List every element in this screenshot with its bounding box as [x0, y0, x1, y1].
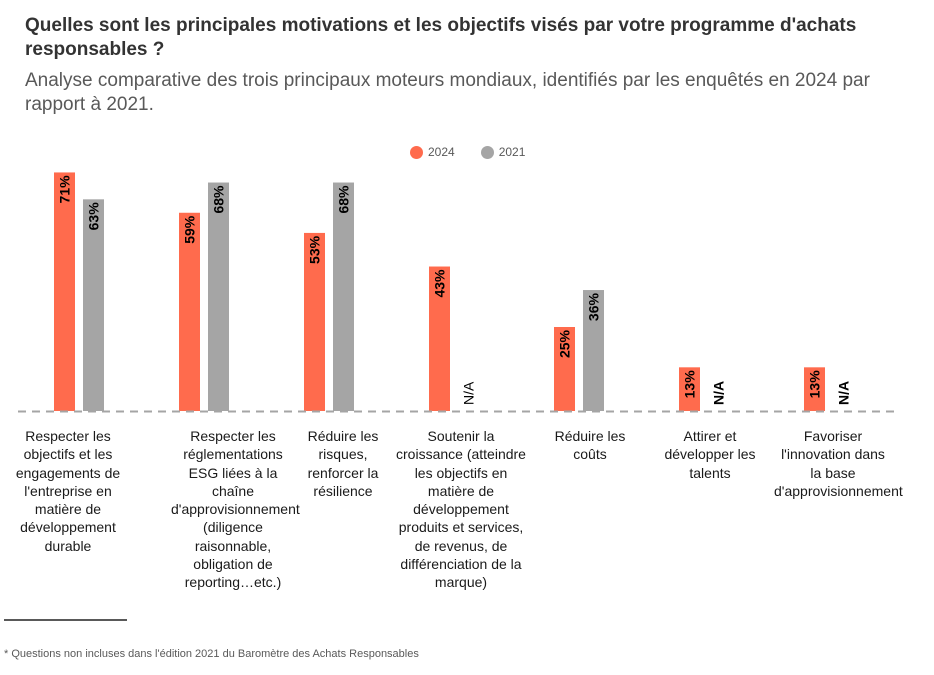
- bar-2024: [804, 367, 825, 411]
- category-label: Réduire les coûts: [554, 428, 626, 463]
- bar-2021: [583, 290, 604, 411]
- category-label: Attirer et développer les talents: [664, 428, 756, 481]
- category-label: Respecter les réglementations ESG liées …: [171, 428, 300, 591]
- chart-title: Quelles sont les principales motivations…: [25, 15, 857, 60]
- bar-2024: [304, 232, 325, 411]
- category-label: Favoriser l'innovation dans la base d'ap…: [774, 428, 903, 499]
- bar-2024: [179, 212, 200, 411]
- data-label: 25%: [557, 329, 573, 358]
- data-label: 43%: [432, 269, 448, 298]
- legend: 2024 2021: [410, 144, 551, 160]
- na-label: N/A: [461, 381, 477, 405]
- bar-2024: [554, 327, 575, 411]
- footnote-divider: [4, 619, 127, 621]
- data-label: 59%: [182, 215, 198, 244]
- bar-2021: [83, 199, 104, 411]
- bar-chart: 71% 63% 59% 68% 53% 68% 43% N/A 25% 36% 13% N/A 13% N…: [18, 172, 895, 413]
- legend-swatch-2021: [480, 145, 494, 159]
- data-label: 63%: [86, 202, 102, 231]
- data-label: 13%: [682, 370, 698, 399]
- data-label: 36%: [586, 292, 602, 321]
- legend-item-2024: 2024: [410, 145, 455, 159]
- legend-item-2021: 2021: [480, 145, 526, 159]
- category-label: Respecter les objectifs et les engagemen…: [15, 428, 121, 554]
- na-label: N/A: [711, 381, 727, 405]
- chart-subtitle: Analyse comparative des trois principaux…: [25, 70, 870, 115]
- data-label: 13%: [807, 370, 823, 399]
- category-label: Réduire les risques, renforcer la résili…: [307, 428, 379, 499]
- data-label: 68%: [336, 185, 352, 214]
- legend-label-2024: 2024: [428, 145, 455, 159]
- legend-label-2021: 2021: [498, 145, 526, 159]
- bar-2021: [333, 182, 354, 411]
- bar-2024: [679, 367, 700, 411]
- bar-2024: [429, 266, 450, 411]
- na-label: N/A: [836, 381, 852, 405]
- data-label: 68%: [211, 185, 227, 214]
- legend-swatch-2024: [410, 145, 423, 159]
- data-label: 53%: [307, 235, 323, 264]
- bar-2024: [54, 172, 75, 411]
- footnote: * Questions non incluses dans l'édition …: [4, 648, 419, 660]
- bar-2021: [208, 182, 229, 411]
- category-label: Soutenir la croissance (atteindre les ob…: [396, 428, 526, 591]
- data-label: 71%: [57, 175, 73, 204]
